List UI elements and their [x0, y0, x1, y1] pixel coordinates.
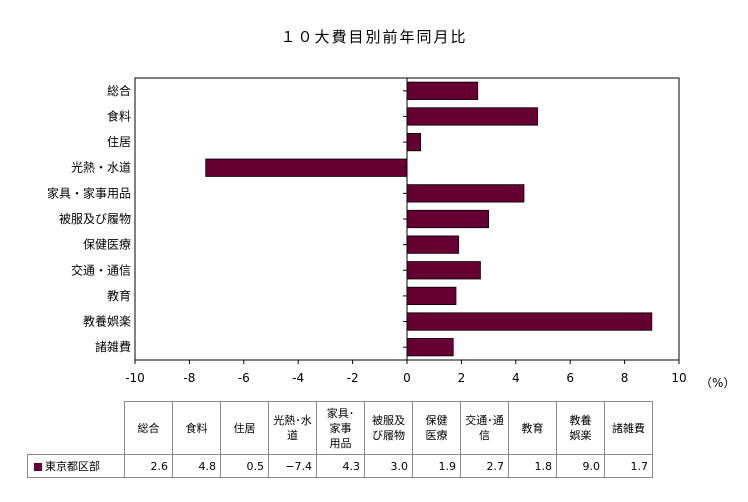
bar — [406, 338, 454, 357]
bar — [406, 107, 538, 126]
table-header-cell: 家具･ 家事 用品 — [316, 401, 365, 455]
table-value-cell: 1.8 — [508, 454, 557, 478]
x-tick-label: 10 — [671, 371, 686, 385]
table-header-cell: 総合 — [124, 401, 173, 455]
bar — [406, 312, 653, 331]
category-label: 交通・通信 — [71, 262, 131, 277]
bar — [406, 261, 481, 280]
x-tick-label: 2 — [458, 371, 466, 385]
table-value-cell: 3.0 — [364, 454, 413, 478]
table-header-cell: 諸雑費 — [604, 401, 653, 455]
bar — [406, 209, 489, 229]
x-tick-label: -4 — [292, 371, 304, 385]
table-header-row: 総合 食料 住居 光熱･水道家具･ 家事 用品 被服及 び履物 保健 医療 交通･通信教育 教養 娯楽諸… — [27, 401, 653, 455]
category-label: 総合 — [107, 83, 131, 98]
table-row: 東京都区部 2.6 4.8 0.5 −7.4 4.3 3.0 1.9 2.7 1.8 9.0 1.7 — [27, 454, 653, 478]
category-label: 光熱・水道 — [71, 161, 131, 175]
table-value-cell: 0.5 — [220, 454, 269, 478]
bar — [406, 132, 422, 152]
bar — [406, 184, 525, 203]
x-tick-label: 8 — [621, 371, 629, 385]
category-label: 被服及び履物 — [59, 212, 131, 226]
category-label: 家具・家事用品 — [47, 185, 131, 200]
table-value-cell: 4.8 — [172, 454, 221, 478]
table-header-cell: 食料 — [172, 401, 221, 455]
bar — [205, 158, 408, 177]
bar-chart: 総合食料住居光熱・水道家具・家事用品被服及び履物保健医療交通・通信教育教養娯楽諸… — [47, 77, 735, 390]
x-tick-label: 6 — [566, 371, 574, 385]
bar — [406, 235, 460, 254]
table-corner — [27, 401, 125, 455]
category-label: 諸雑費 — [95, 339, 131, 354]
unit-label: （%） — [700, 376, 735, 390]
table-value-cell: 9.0 — [556, 454, 605, 478]
table-value-cell: 2.7 — [460, 454, 509, 478]
table-header-cell: 交通･通信 — [460, 401, 509, 455]
bar — [406, 286, 457, 306]
table-value-cell: 2.6 — [124, 454, 173, 478]
chart-title: １０大費目別前年同月比 — [280, 28, 468, 46]
table-header-cell: 教養 娯楽 — [556, 401, 605, 455]
x-tick-label: -2 — [347, 371, 359, 385]
x-tick-label: 0 — [403, 371, 411, 385]
table-header-cell: 保健 医療 — [412, 401, 461, 455]
table-value-cell: 4.3 — [316, 454, 365, 478]
table-header-cell: 住居 — [220, 401, 269, 455]
x-tick-label: -8 — [183, 371, 195, 385]
series-label-cell: 東京都区部 — [27, 454, 125, 478]
table-value-cell: −7.4 — [268, 454, 317, 478]
table-header-cell: 教育 — [508, 401, 557, 455]
data-table: 総合 食料 住居 光熱･水道家具･ 家事 用品 被服及 び履物 保健 医療 交通･通信教育 教養 娯楽諸… — [27, 401, 653, 478]
category-label: 保健医療 — [83, 238, 131, 252]
x-tick-label: -10 — [125, 371, 145, 385]
bar — [406, 81, 479, 100]
table-header-cell: 光熱･水道 — [268, 401, 317, 455]
category-label: 住居 — [107, 135, 131, 149]
series-label: 東京都区部 — [45, 460, 100, 473]
category-label: 教育 — [107, 288, 131, 303]
category-label: 教養娯楽 — [83, 314, 131, 329]
table-header-cell: 被服及 び履物 — [364, 401, 413, 455]
x-tick-label: -6 — [238, 371, 250, 385]
series-swatch — [34, 463, 42, 471]
table-value-cell: 1.9 — [412, 454, 461, 478]
category-label: 食料 — [107, 108, 131, 123]
x-tick-label: 4 — [512, 371, 520, 385]
table-value-cell: 1.7 — [604, 454, 653, 478]
